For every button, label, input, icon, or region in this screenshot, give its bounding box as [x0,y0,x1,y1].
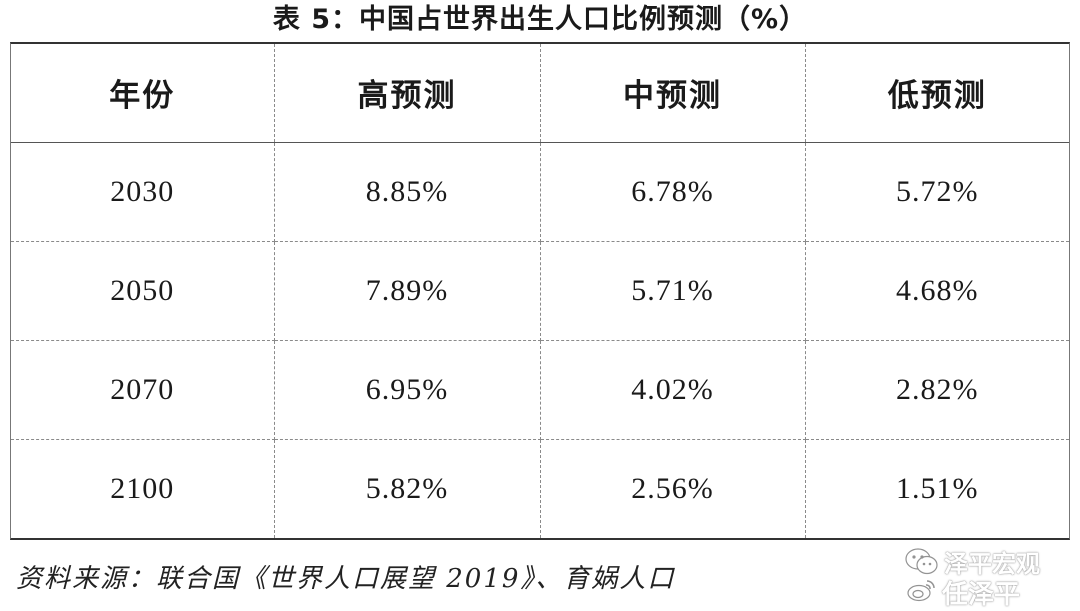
cell-low: 2.82% [805,340,1069,440]
table-row: 2030 8.85% 6.78% 5.72% [11,142,1069,242]
column-header-high: 高预测 [274,44,541,143]
table-row: 2050 7.89% 5.71% 4.68% [11,241,1069,341]
cell-high: 7.89% [274,241,541,341]
cell-year: 2030 [11,142,275,242]
cell-high: 5.82% [274,439,541,538]
cell-medium: 5.71% [540,241,806,341]
cell-medium: 4.02% [540,340,806,440]
data-table: 年份 高预测 中预测 低预测 2030 8.85% 6.78% 5.72% 20… [11,44,1069,538]
table-title: 表 5：中国占世界出生人口比例预测（%） [272,4,808,35]
cell-year: 2070 [11,340,275,440]
table-header-row: 年份 高预测 中预测 低预测 [11,44,1069,143]
cell-low: 5.72% [805,142,1069,242]
table-row: 2070 6.95% 4.02% 2.82% [11,340,1069,440]
watermark-line1: 泽平宏观 [944,550,1040,578]
column-header-year: 年份 [11,44,275,143]
column-header-low: 低预测 [805,44,1069,143]
wechat-icon [905,547,938,574]
cell-medium: 6.78% [540,142,806,242]
cell-low: 1.51% [896,471,979,505]
cell-high: 8.85% [274,142,541,242]
weibo-icon [907,580,935,602]
column-header-medium: 中预测 [540,44,806,143]
watermark: 泽平宏观 任泽平 [904,540,1074,610]
cell-medium: 2.56% [540,439,806,538]
cell-year: 2050 [11,241,275,341]
watermark-line2: 任泽平 [942,580,1021,610]
source-note: 资料来源：联合国《世界人口展望 2019》、育娲人口 [16,564,676,594]
cell-low: 4.68% [805,241,1069,341]
table-row: 2100 5.82% 2.56% 1.51% [11,439,1069,538]
data-table-container: 年份 高预测 中预测 低预测 2030 8.85% 6.78% 5.72% 20… [10,42,1070,540]
cell-high: 6.95% [274,340,541,440]
cell-year: 2100 [11,439,275,538]
watermark-wechat: 泽平宏观 [904,544,1040,579]
